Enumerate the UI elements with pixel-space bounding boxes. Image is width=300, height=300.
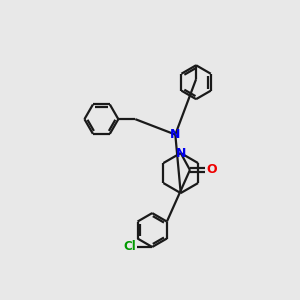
Text: N: N [176,146,186,160]
Text: N: N [170,128,181,141]
Text: O: O [206,164,217,176]
Text: Cl: Cl [124,241,136,254]
